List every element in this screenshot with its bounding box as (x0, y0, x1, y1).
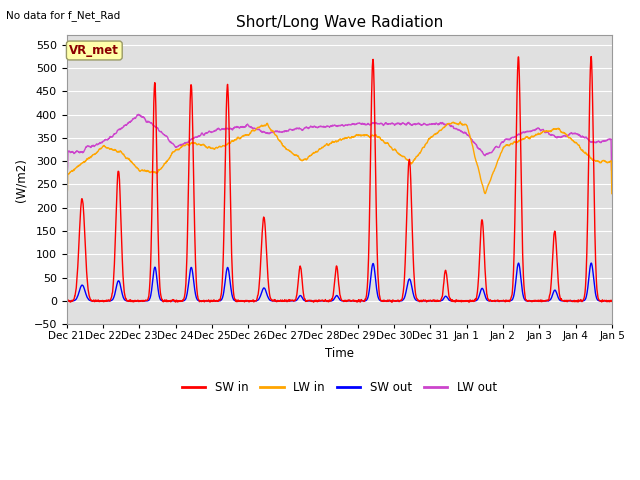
Line: SW in: SW in (67, 57, 612, 302)
SW in (560, 298, 568, 303)
SW in (355, 297, 363, 303)
SW out (588, 260, 595, 266)
LW in (498, 148, 506, 154)
LW in (367, 134, 374, 140)
SW out (608, 298, 616, 304)
LW out (367, 121, 375, 127)
LW in (608, 191, 616, 197)
LW out (575, 132, 583, 138)
LW in (575, 142, 583, 148)
X-axis label: Time: Time (325, 347, 354, 360)
LW out (215, 126, 223, 132)
Text: No data for f_Net_Rad: No data for f_Net_Rad (6, 10, 121, 21)
SW in (63, 298, 70, 304)
Text: VR_met: VR_met (69, 44, 119, 57)
SW out (560, 298, 568, 304)
Y-axis label: (W/m2): (W/m2) (15, 158, 28, 202)
LW out (63, 168, 70, 173)
SW out (355, 298, 363, 304)
Title: Short/Long Wave Radiation: Short/Long Wave Radiation (236, 15, 443, 30)
SW out (367, 272, 375, 277)
SW out (498, 298, 506, 304)
SW in (367, 121, 375, 127)
SW in (608, 298, 616, 303)
SW in (575, 298, 583, 304)
LW in (63, 191, 70, 197)
Line: LW out: LW out (67, 114, 612, 170)
Legend: SW in, LW in, SW out, LW out: SW in, LW in, SW out, LW out (177, 377, 502, 399)
LW in (355, 132, 363, 138)
SW out (63, 298, 70, 304)
LW out (608, 168, 616, 173)
SW out (215, 298, 223, 304)
LW in (215, 144, 223, 150)
Line: SW out: SW out (67, 263, 612, 301)
LW in (456, 119, 464, 125)
SW in (310, 300, 317, 305)
SW in (588, 54, 595, 60)
SW in (215, 298, 223, 303)
LW out (498, 139, 506, 144)
SW in (498, 298, 506, 303)
LW in (560, 130, 568, 136)
SW out (172, 298, 179, 304)
LW out (355, 120, 363, 126)
LW out (134, 111, 142, 117)
Line: LW in: LW in (67, 122, 612, 194)
SW out (575, 298, 583, 304)
LW out (560, 133, 568, 139)
